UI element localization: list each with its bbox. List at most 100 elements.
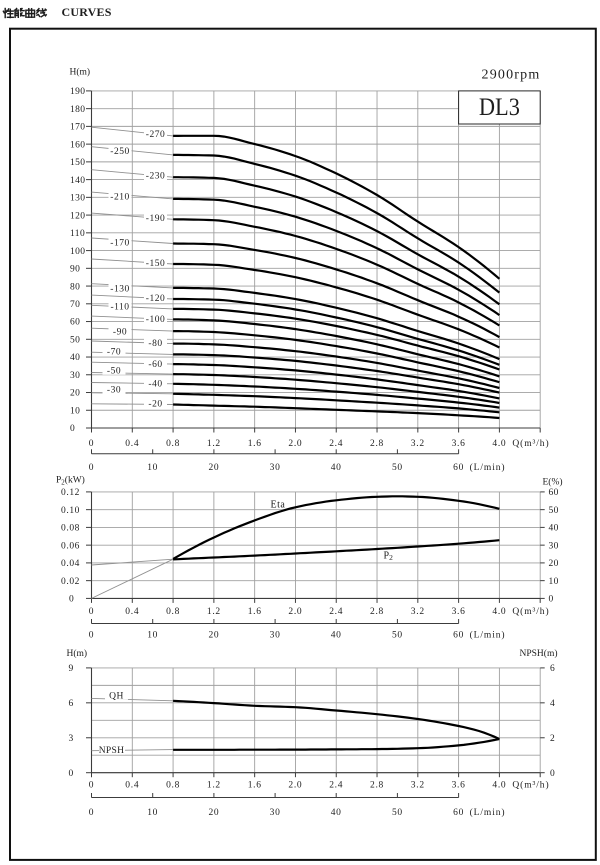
svg-text:0: 0 xyxy=(70,424,75,434)
svg-text:4.0: 4.0 xyxy=(492,607,506,617)
svg-text:1.6: 1.6 xyxy=(248,781,262,791)
svg-text:0.8: 0.8 xyxy=(166,439,180,449)
svg-text:40: 40 xyxy=(331,631,342,641)
svg-text:0.04: 0.04 xyxy=(61,559,80,569)
svg-text:CURVES: CURVES xyxy=(62,5,112,19)
svg-text:2900rpm: 2900rpm xyxy=(482,68,541,83)
svg-text:(L/min): (L/min) xyxy=(470,462,506,473)
svg-text:DL3: DL3 xyxy=(479,94,520,121)
svg-text:-120: -120 xyxy=(146,294,165,304)
svg-text:-190: -190 xyxy=(146,214,165,224)
svg-text:-60: -60 xyxy=(148,360,162,370)
svg-text:2.8: 2.8 xyxy=(370,607,384,617)
svg-text:QH: QH xyxy=(109,691,124,701)
svg-text:10: 10 xyxy=(147,631,158,641)
svg-text:3.2: 3.2 xyxy=(411,439,425,449)
svg-text:1.2: 1.2 xyxy=(207,439,221,449)
svg-text:10: 10 xyxy=(147,808,158,818)
svg-text:-230: -230 xyxy=(146,172,165,182)
svg-text:60: 60 xyxy=(453,631,464,641)
svg-text:-130: -130 xyxy=(110,285,129,295)
svg-text:P2: P2 xyxy=(384,551,394,563)
svg-text:3.6: 3.6 xyxy=(452,781,466,791)
svg-text:0: 0 xyxy=(69,769,74,779)
svg-text:160: 160 xyxy=(70,140,85,150)
svg-text:100: 100 xyxy=(70,247,85,257)
svg-text:170: 170 xyxy=(70,123,85,133)
svg-text:0.06: 0.06 xyxy=(61,541,80,551)
svg-text:60: 60 xyxy=(453,808,464,818)
svg-text:2.4: 2.4 xyxy=(329,439,343,449)
svg-text:3.6: 3.6 xyxy=(452,607,466,617)
svg-text:10: 10 xyxy=(549,577,559,587)
svg-text:0.12: 0.12 xyxy=(61,488,80,498)
svg-text:0.4: 0.4 xyxy=(125,607,139,617)
svg-text:180: 180 xyxy=(70,105,85,115)
svg-text:-70: -70 xyxy=(107,348,121,358)
svg-text:30: 30 xyxy=(549,541,559,551)
svg-text:Q(m³/h): Q(m³/h) xyxy=(512,606,549,617)
svg-text:0: 0 xyxy=(89,631,94,641)
svg-text:-150: -150 xyxy=(146,259,165,269)
svg-text:Eta: Eta xyxy=(271,499,286,510)
svg-text:40: 40 xyxy=(331,463,342,473)
svg-text:20: 20 xyxy=(208,808,219,818)
svg-text:0: 0 xyxy=(89,439,94,449)
svg-text:2.8: 2.8 xyxy=(370,781,384,791)
svg-text:3: 3 xyxy=(69,734,74,744)
svg-text:130: 130 xyxy=(70,194,85,204)
svg-text:E(%): E(%) xyxy=(543,477,563,488)
svg-text:150: 150 xyxy=(70,158,85,168)
svg-text:-40: -40 xyxy=(148,380,162,390)
svg-text:60: 60 xyxy=(453,463,464,473)
svg-text:110: 110 xyxy=(70,229,85,239)
svg-text:50: 50 xyxy=(392,808,403,818)
svg-text:-210: -210 xyxy=(110,193,129,203)
svg-text:10: 10 xyxy=(147,463,158,473)
svg-text:3.6: 3.6 xyxy=(452,439,466,449)
svg-text:2.8: 2.8 xyxy=(370,439,384,449)
svg-text:-170: -170 xyxy=(110,239,129,249)
svg-text:-100: -100 xyxy=(146,315,165,325)
svg-text:0: 0 xyxy=(89,607,94,617)
svg-text:20: 20 xyxy=(208,631,219,641)
svg-text:90: 90 xyxy=(70,265,80,275)
svg-text:-30: -30 xyxy=(107,386,121,396)
svg-text:-20: -20 xyxy=(148,399,162,409)
svg-text:0.4: 0.4 xyxy=(125,439,139,449)
svg-text:3.2: 3.2 xyxy=(411,607,425,617)
svg-text:50: 50 xyxy=(549,506,559,516)
svg-text:30: 30 xyxy=(270,631,281,641)
svg-text:40: 40 xyxy=(70,353,80,363)
svg-text:20: 20 xyxy=(208,463,219,473)
svg-text:190: 190 xyxy=(70,87,85,97)
svg-text:Q(m³/h): Q(m³/h) xyxy=(512,438,549,449)
svg-text:H(m): H(m) xyxy=(67,648,88,659)
svg-text:140: 140 xyxy=(70,176,85,186)
svg-text:0.08: 0.08 xyxy=(61,524,80,534)
svg-text:4: 4 xyxy=(550,699,555,709)
svg-text:0: 0 xyxy=(89,808,94,818)
svg-text:-80: -80 xyxy=(148,339,162,349)
svg-text:20: 20 xyxy=(70,389,80,399)
svg-text:-250: -250 xyxy=(110,147,129,157)
svg-text:0: 0 xyxy=(89,781,94,791)
svg-text:0.8: 0.8 xyxy=(166,607,180,617)
svg-text:-110: -110 xyxy=(110,303,129,313)
svg-text:40: 40 xyxy=(549,524,559,534)
svg-text:(L/min): (L/min) xyxy=(470,807,506,818)
svg-text:(L/min): (L/min) xyxy=(470,630,506,641)
svg-text:1.6: 1.6 xyxy=(248,607,262,617)
svg-text:80: 80 xyxy=(70,282,80,292)
svg-text:40: 40 xyxy=(331,808,342,818)
svg-text:0: 0 xyxy=(69,595,74,605)
svg-text:0: 0 xyxy=(549,595,554,605)
svg-text:Q(m³/h): Q(m³/h) xyxy=(512,780,549,791)
svg-text:50: 50 xyxy=(392,631,403,641)
svg-text:2.0: 2.0 xyxy=(288,607,302,617)
svg-text:0.02: 0.02 xyxy=(61,577,80,587)
svg-text:30: 30 xyxy=(270,463,281,473)
svg-text:6: 6 xyxy=(69,699,74,709)
svg-text:0: 0 xyxy=(550,769,555,779)
svg-text:NPSH: NPSH xyxy=(99,746,125,756)
